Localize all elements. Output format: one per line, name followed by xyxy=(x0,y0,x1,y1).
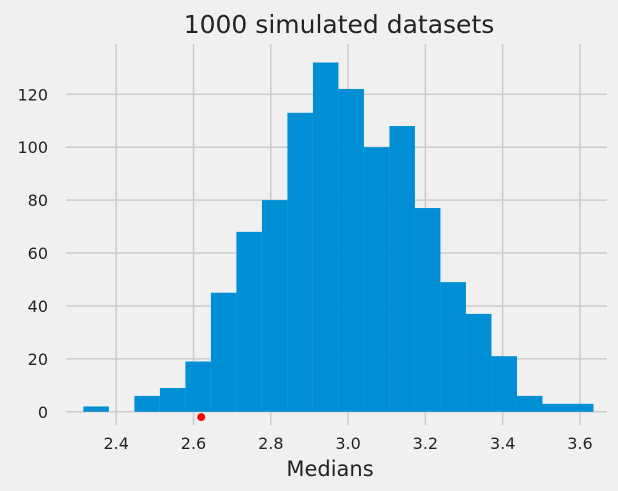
histogram-bar-6 xyxy=(236,231,262,412)
x-tick-label: 3.0 xyxy=(335,434,360,453)
histogram-bar-17 xyxy=(516,395,543,412)
histogram-bar-12 xyxy=(389,126,415,412)
histogram-bar-9 xyxy=(312,62,339,412)
histogram-bar-4 xyxy=(185,361,211,412)
histogram-bar-3 xyxy=(159,387,186,412)
y-tick-label: 120 xyxy=(17,85,48,104)
y-tick-label: 60 xyxy=(28,244,48,263)
histogram-bar-8 xyxy=(287,112,313,412)
histogram-bar-16 xyxy=(491,356,517,412)
red-marker-point xyxy=(197,413,206,422)
histogram-bar-14 xyxy=(440,282,466,412)
x-tick-label: 3.6 xyxy=(567,434,592,453)
y-tick-label: 100 xyxy=(17,138,48,157)
histogram-bar-15 xyxy=(465,313,492,412)
x-tick-label: 3.2 xyxy=(413,434,438,453)
histogram-bar-2 xyxy=(134,395,160,412)
x-tick-label: 3.4 xyxy=(490,434,515,453)
histogram-bar-7 xyxy=(261,200,288,412)
y-axis-ticks: 0 20 40 60 80 100 120 xyxy=(17,85,48,422)
histogram-bar-10 xyxy=(338,88,364,412)
x-tick-label: 2.8 xyxy=(258,434,283,453)
histogram-bar-0 xyxy=(83,406,109,412)
x-axis-label: Medians xyxy=(286,457,373,481)
y-tick-label: 20 xyxy=(28,350,48,369)
y-tick-label: 80 xyxy=(28,191,48,210)
histogram-bar-19 xyxy=(567,403,594,412)
histogram-bar-13 xyxy=(414,208,441,412)
chart-title: 1000 simulated datasets xyxy=(184,10,495,39)
x-tick-label: 2.6 xyxy=(181,434,206,453)
y-tick-label: 0 xyxy=(38,403,48,422)
histogram-bar-11 xyxy=(363,147,390,412)
annotation-points xyxy=(197,413,206,422)
x-tick-label: 2.4 xyxy=(104,434,129,453)
histogram-bar-18 xyxy=(542,403,568,412)
y-tick-label: 40 xyxy=(28,297,48,316)
histogram-bar-5 xyxy=(210,292,237,412)
histogram-bars xyxy=(83,62,594,412)
x-axis-ticks: 2.4 2.6 2.8 3.0 3.2 3.4 3.6 xyxy=(104,434,593,453)
